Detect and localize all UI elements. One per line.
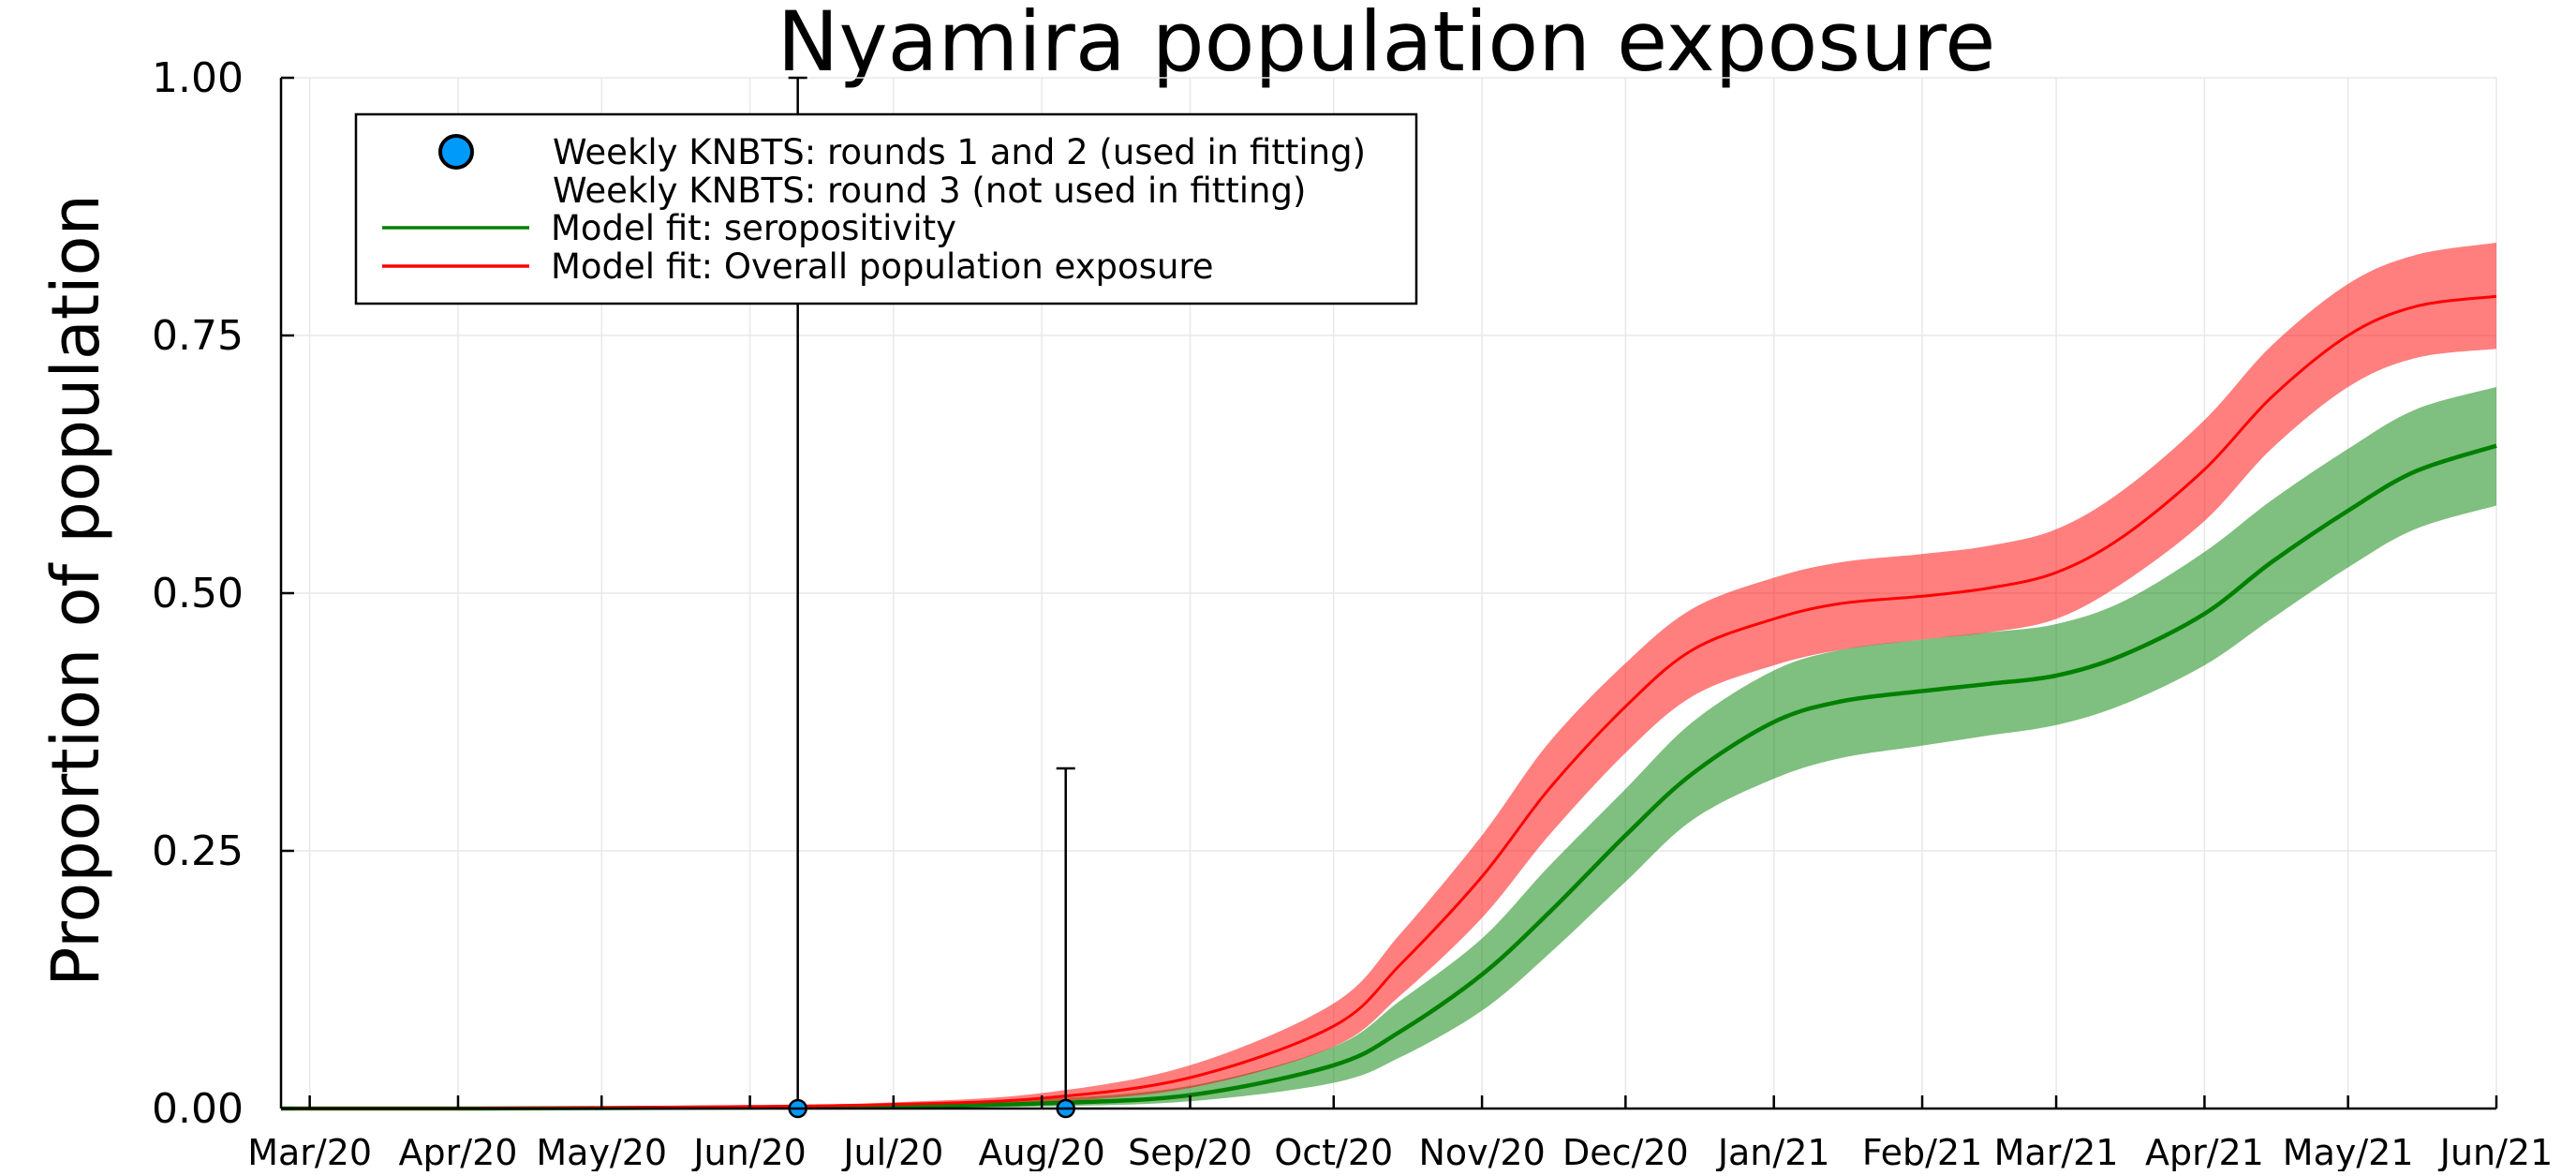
axes: 0.00 0.25 0.50 0.75 1.00 Mar/20 Apr/20 May/20 Ju…	[152, 54, 2554, 1173]
x-tick-label: Oct/20	[1274, 1132, 1393, 1171]
x-tick-label: Aug/20	[978, 1132, 1104, 1171]
series-line	[280, 294, 2497, 1110]
y-tick-label: 0.50	[152, 570, 244, 618]
y-tick-label: 0.75	[152, 312, 244, 360]
x-tick-label: Apr/21	[2145, 1132, 2264, 1171]
y-tick-label: 0.25	[152, 827, 244, 875]
x-tick-label: May/20	[536, 1132, 667, 1171]
x-tick-label: Jun/20	[691, 1132, 807, 1171]
legend-label: Weekly KNBTS: rounds 1 and 2 (used in fi…	[553, 132, 1366, 172]
legend-marker-circle	[438, 134, 474, 170]
x-tick-label: Mar/21	[1994, 1132, 2119, 1171]
series-lines	[280, 294, 2497, 1111]
x-tick-label: Mar/20	[247, 1132, 372, 1171]
legend-box	[354, 112, 1418, 305]
x-tick-label: May/21	[2283, 1132, 2414, 1171]
legend-label: Model fit: seropositivity	[551, 208, 956, 248]
x-tick-label: Apr/20	[399, 1132, 518, 1171]
y-tick-label: 0.00	[152, 1085, 244, 1133]
x-tick-label: Nov/20	[1418, 1132, 1545, 1171]
y-tick-label: 1.00	[152, 54, 244, 102]
x-tick-label: Jul/20	[841, 1132, 943, 1171]
legend: Weekly KNBTS: rounds 1 and 2 (used in fi…	[354, 112, 1418, 305]
x-tick-label: Sep/20	[1128, 1132, 1252, 1171]
x-tick-label: Jan/21	[1716, 1132, 1830, 1171]
y-axis-label: Proportion of population	[37, 194, 114, 987]
x-tick-label: Dec/20	[1562, 1132, 1689, 1171]
chart-title: Nyamira population exposure	[777, 0, 1996, 90]
legend-label: Model fit: Overall population exposure	[551, 246, 1214, 287]
x-tick-label: Jun/21	[2438, 1132, 2554, 1171]
legend-label: Weekly KNBTS: round 3 (not used in fitti…	[553, 171, 1306, 211]
series-line	[280, 443, 2497, 1111]
x-tick-label: Feb/21	[1862, 1132, 1982, 1171]
